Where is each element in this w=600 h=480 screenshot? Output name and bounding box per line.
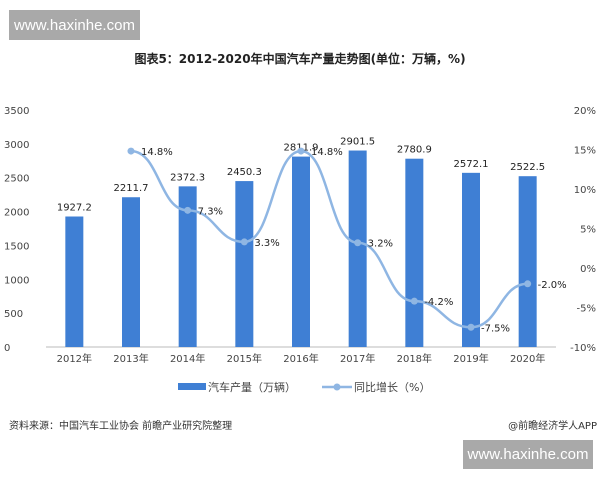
y-left-tick: 0	[4, 343, 10, 354]
growth-label: 14.8%	[141, 147, 173, 158]
bar	[348, 150, 367, 347]
y-left-tick: 2500	[4, 174, 29, 185]
x-tick: 2018年	[397, 352, 432, 365]
y-right-tick: 20%	[574, 106, 596, 117]
x-tick: 2012年	[57, 352, 92, 365]
growth-label: 14.8%	[311, 147, 343, 158]
growth-point	[524, 280, 532, 288]
credit: @前瞻经济学人APP	[508, 421, 597, 432]
growth-label: -4.2%	[424, 297, 453, 308]
y-left-tick: 3500	[4, 106, 29, 117]
y-left-tick: 2000	[4, 208, 29, 219]
bar	[405, 158, 424, 347]
growth-point	[467, 323, 475, 331]
y-left-tick: 500	[4, 309, 23, 320]
x-tick: 2019年	[453, 352, 488, 365]
y-right-tick: -10%	[570, 343, 596, 354]
x-tick: 2017年	[340, 352, 375, 365]
bar	[65, 216, 84, 347]
bar	[518, 176, 537, 347]
x-tick: 2020年	[510, 352, 545, 365]
growth-line	[130, 149, 528, 329]
x-tick: 2014年	[170, 352, 205, 365]
growth-label: 3.3%	[254, 238, 279, 249]
bar-label: 2211.7	[114, 183, 149, 194]
bar	[462, 172, 480, 347]
y-right-tick: 5%	[580, 225, 596, 236]
y-right-tick: 10%	[574, 185, 596, 196]
y-left-tick: 1000	[4, 275, 29, 286]
growth-point	[127, 147, 135, 155]
bar-label: 2450.3	[227, 167, 262, 178]
source-note: 资料来源：中国汽车工业协会 前瞻产业研究院整理	[9, 421, 233, 432]
growth-point	[240, 238, 248, 246]
growth-label: 3.2%	[368, 239, 393, 250]
growth-point	[354, 239, 362, 247]
x-tick: 2013年	[113, 352, 148, 365]
bar	[122, 197, 140, 347]
bar-label: 2572.1	[454, 159, 489, 170]
x-tick: 2016年	[283, 352, 318, 365]
growth-label: -7.5%	[481, 323, 510, 334]
watermark-bottom: www.haxinhe.com	[463, 440, 593, 469]
growth-label: -2.0%	[538, 280, 567, 291]
growth-point	[297, 147, 305, 155]
bar-label: 2780.9	[397, 145, 432, 156]
growth-point	[410, 297, 418, 305]
y-right-tick: 15%	[574, 146, 596, 157]
bar-label: 2522.5	[510, 162, 545, 173]
y-left-tick: 3000	[4, 140, 29, 151]
y-left-tick: 1500	[4, 241, 29, 252]
bar-label: 2901.5	[340, 137, 375, 148]
y-right-tick: 0%	[580, 264, 596, 275]
legend-line-label: 同比增长（%）	[354, 380, 430, 394]
growth-label: 7.3%	[198, 206, 223, 217]
legend-line-marker	[333, 383, 341, 391]
bar	[292, 156, 310, 347]
x-tick: 2015年	[227, 352, 262, 365]
growth-point	[184, 206, 192, 214]
chart-title: 图表5：2012-2020年中国汽车产量走势图(单位：万辆，%)	[134, 52, 466, 66]
bar-label: 1927.2	[57, 203, 92, 214]
watermark-top: www.haxinhe.com	[9, 10, 140, 40]
legend-bar-label: 汽车产量（万辆）	[208, 380, 296, 394]
bar	[178, 186, 197, 347]
bar-label: 2372.3	[170, 172, 205, 183]
y-right-tick: -5%	[577, 304, 596, 315]
legend-bar-swatch	[178, 383, 206, 390]
bar	[235, 181, 254, 347]
